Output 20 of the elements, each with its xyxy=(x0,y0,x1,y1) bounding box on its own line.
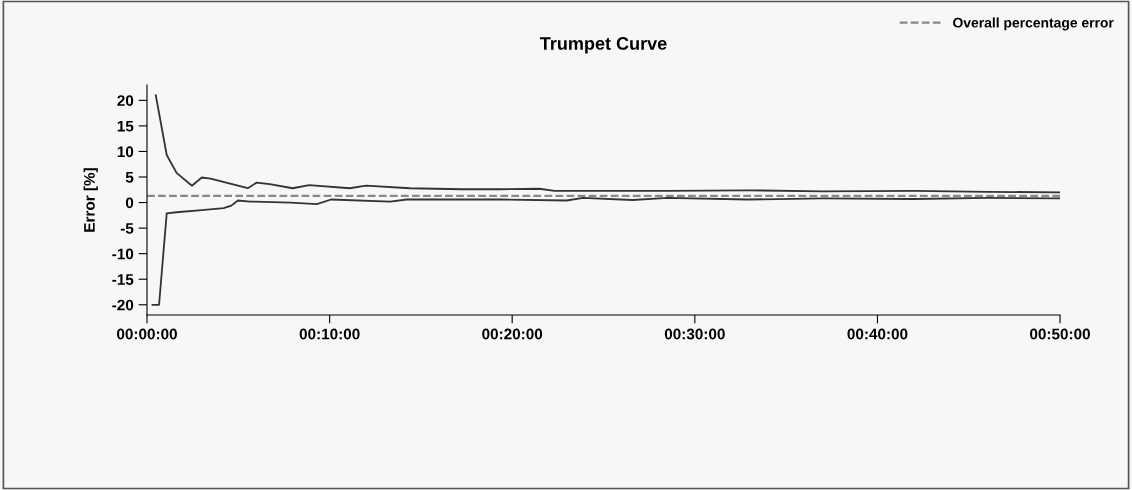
chart-title: Trumpet Curve xyxy=(539,37,667,54)
legend-label: Overall percentage error xyxy=(953,17,1114,31)
line-series xyxy=(151,197,1060,306)
x-tick-label: 00:00:00 xyxy=(117,328,177,340)
y-tick-label: 15 xyxy=(117,120,134,132)
y-tick-label: 0 xyxy=(125,197,134,209)
x-tick-label: 00:10:00 xyxy=(299,328,360,340)
y-tick-label: -20 xyxy=(112,299,134,311)
y-tick-label: -10 xyxy=(112,248,134,260)
y-tick-label: -15 xyxy=(112,274,134,285)
y-tick-label: 10 xyxy=(117,146,134,158)
line-series xyxy=(154,94,1060,194)
x-tick-label: 00:40:00 xyxy=(847,328,908,340)
y-tick-label: -5 xyxy=(120,223,134,234)
y-tick-label: 20 xyxy=(117,95,134,107)
y-tick-label: 5 xyxy=(125,172,134,183)
x-tick-label: 00:50:00 xyxy=(1030,328,1090,340)
x-tick-label: 00:30:00 xyxy=(664,328,725,340)
y-axis-title: Error [%] xyxy=(83,168,98,232)
x-tick-label: 00:20:00 xyxy=(482,328,543,340)
